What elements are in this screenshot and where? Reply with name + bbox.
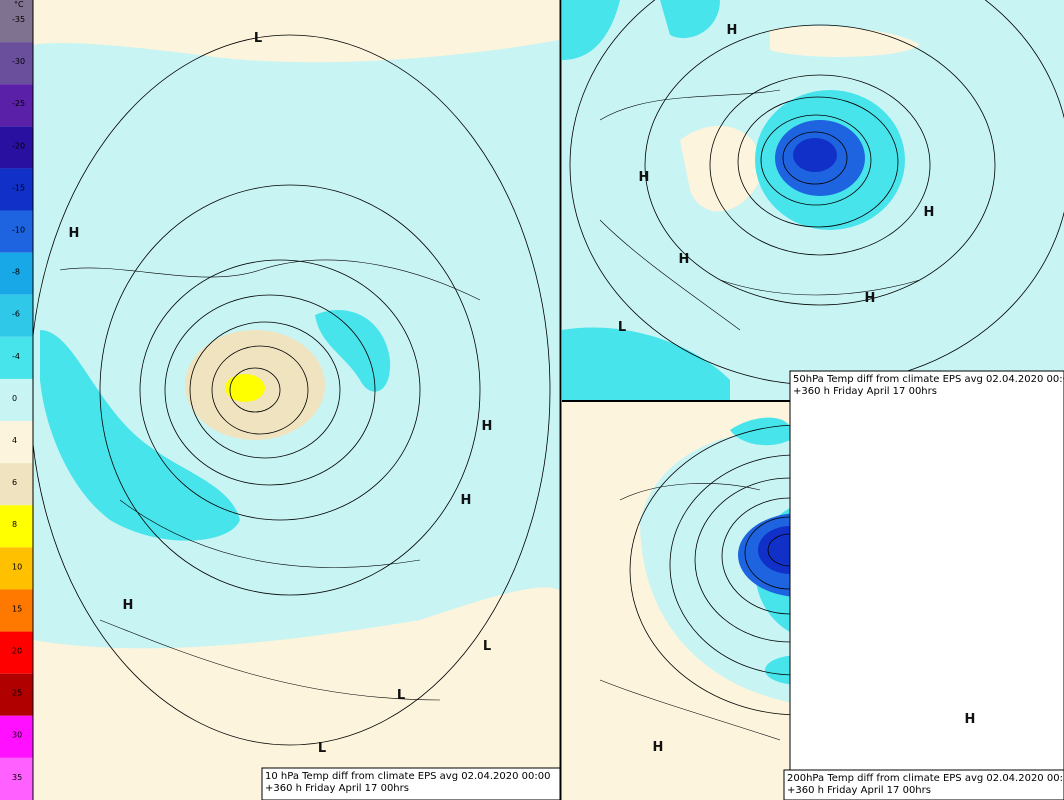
legend-swatch [0,294,33,337]
caption-box [789,370,1064,800]
caption-line: 200hPa Temp diff from climate EPS avg 02… [787,773,1064,784]
caption-line: 10 hPa Temp diff from climate EPS avg 02… [265,771,550,782]
legend-swatch [0,757,33,800]
caption-box [261,767,561,800]
legend-swatch [0,463,33,506]
caption-line: +360 h Friday April 17 00hrs [265,783,409,794]
legend-label: 0 [12,394,17,403]
legend-swatch [0,631,33,674]
legend-swatch [0,589,33,632]
pressure-marker: H [727,23,738,38]
caption-box [783,769,1064,800]
map-10hpa [33,0,559,800]
legend-label: 25 [12,689,22,698]
pressure-marker: H [924,205,935,220]
pressure-marker: H [123,598,134,613]
legend-swatch [0,547,33,590]
pressure-marker: H [461,493,472,508]
legend-label: 30 [12,731,22,740]
legend-label: -4 [12,352,20,361]
legend-label: -25 [12,99,25,108]
legend-swatch [0,252,33,295]
legend-swatch [0,84,33,127]
map-50hpa [562,0,1064,400]
legend-label: -8 [12,268,20,277]
legend-swatch [0,715,33,758]
caption-line: +360 h Friday April 17 00hrs [787,785,931,796]
legend-swatch [0,0,33,43]
pressure-marker: L [318,741,326,756]
pressure-marker: L [254,31,262,46]
legend-swatch [0,126,33,169]
pressure-marker: L [618,320,626,335]
pressure-marker: H [679,252,690,267]
pressure-marker: H [653,740,664,755]
legend-swatch [0,673,33,716]
legend-swatch [0,336,33,379]
legend-label: -10 [12,225,25,234]
legend-swatch [0,378,33,422]
legend-label: 10 [12,562,22,571]
pressure-marker: H [482,419,493,434]
legend-label: 4 [12,436,17,445]
legend-swatch [0,421,33,464]
color-legend: °C -35 -30 -25 -20 -15 -10 -8 -6 -4 0 4 6 8 10 15 20 25 30… [0,0,33,800]
pressure-marker: H [865,291,876,306]
legend-label: 8 [12,520,17,529]
legend-label: -15 [12,183,25,192]
legend-swatch [0,505,33,548]
legend-swatch [0,210,33,253]
pressure-marker: H [639,170,650,185]
pressure-marker: L [483,639,491,654]
legend-unit: °C [14,0,24,9]
caption-line: 50hPa Temp diff from climate EPS avg 02.… [793,374,1064,385]
legend-label: -6 [12,310,20,319]
pressure-marker: H [965,712,976,727]
legend-swatch [0,168,33,211]
pressure-marker: L [397,688,405,703]
pressure-marker: H [69,226,80,241]
legend-swatch [0,42,33,85]
legend-label: -20 [12,141,25,150]
labels: L H H H H L L L 10 hPa Temp diff from climate EP… [69,23,1064,800]
caption-line: +360 h Friday April 17 00hrs [793,386,937,397]
legend-label: -30 [12,57,25,66]
legend-label: 20 [12,647,22,656]
legend-label: 15 [12,604,22,613]
legend-label: -35 [12,15,25,24]
legend-label: 6 [12,478,17,487]
legend-label: 35 [12,773,22,782]
